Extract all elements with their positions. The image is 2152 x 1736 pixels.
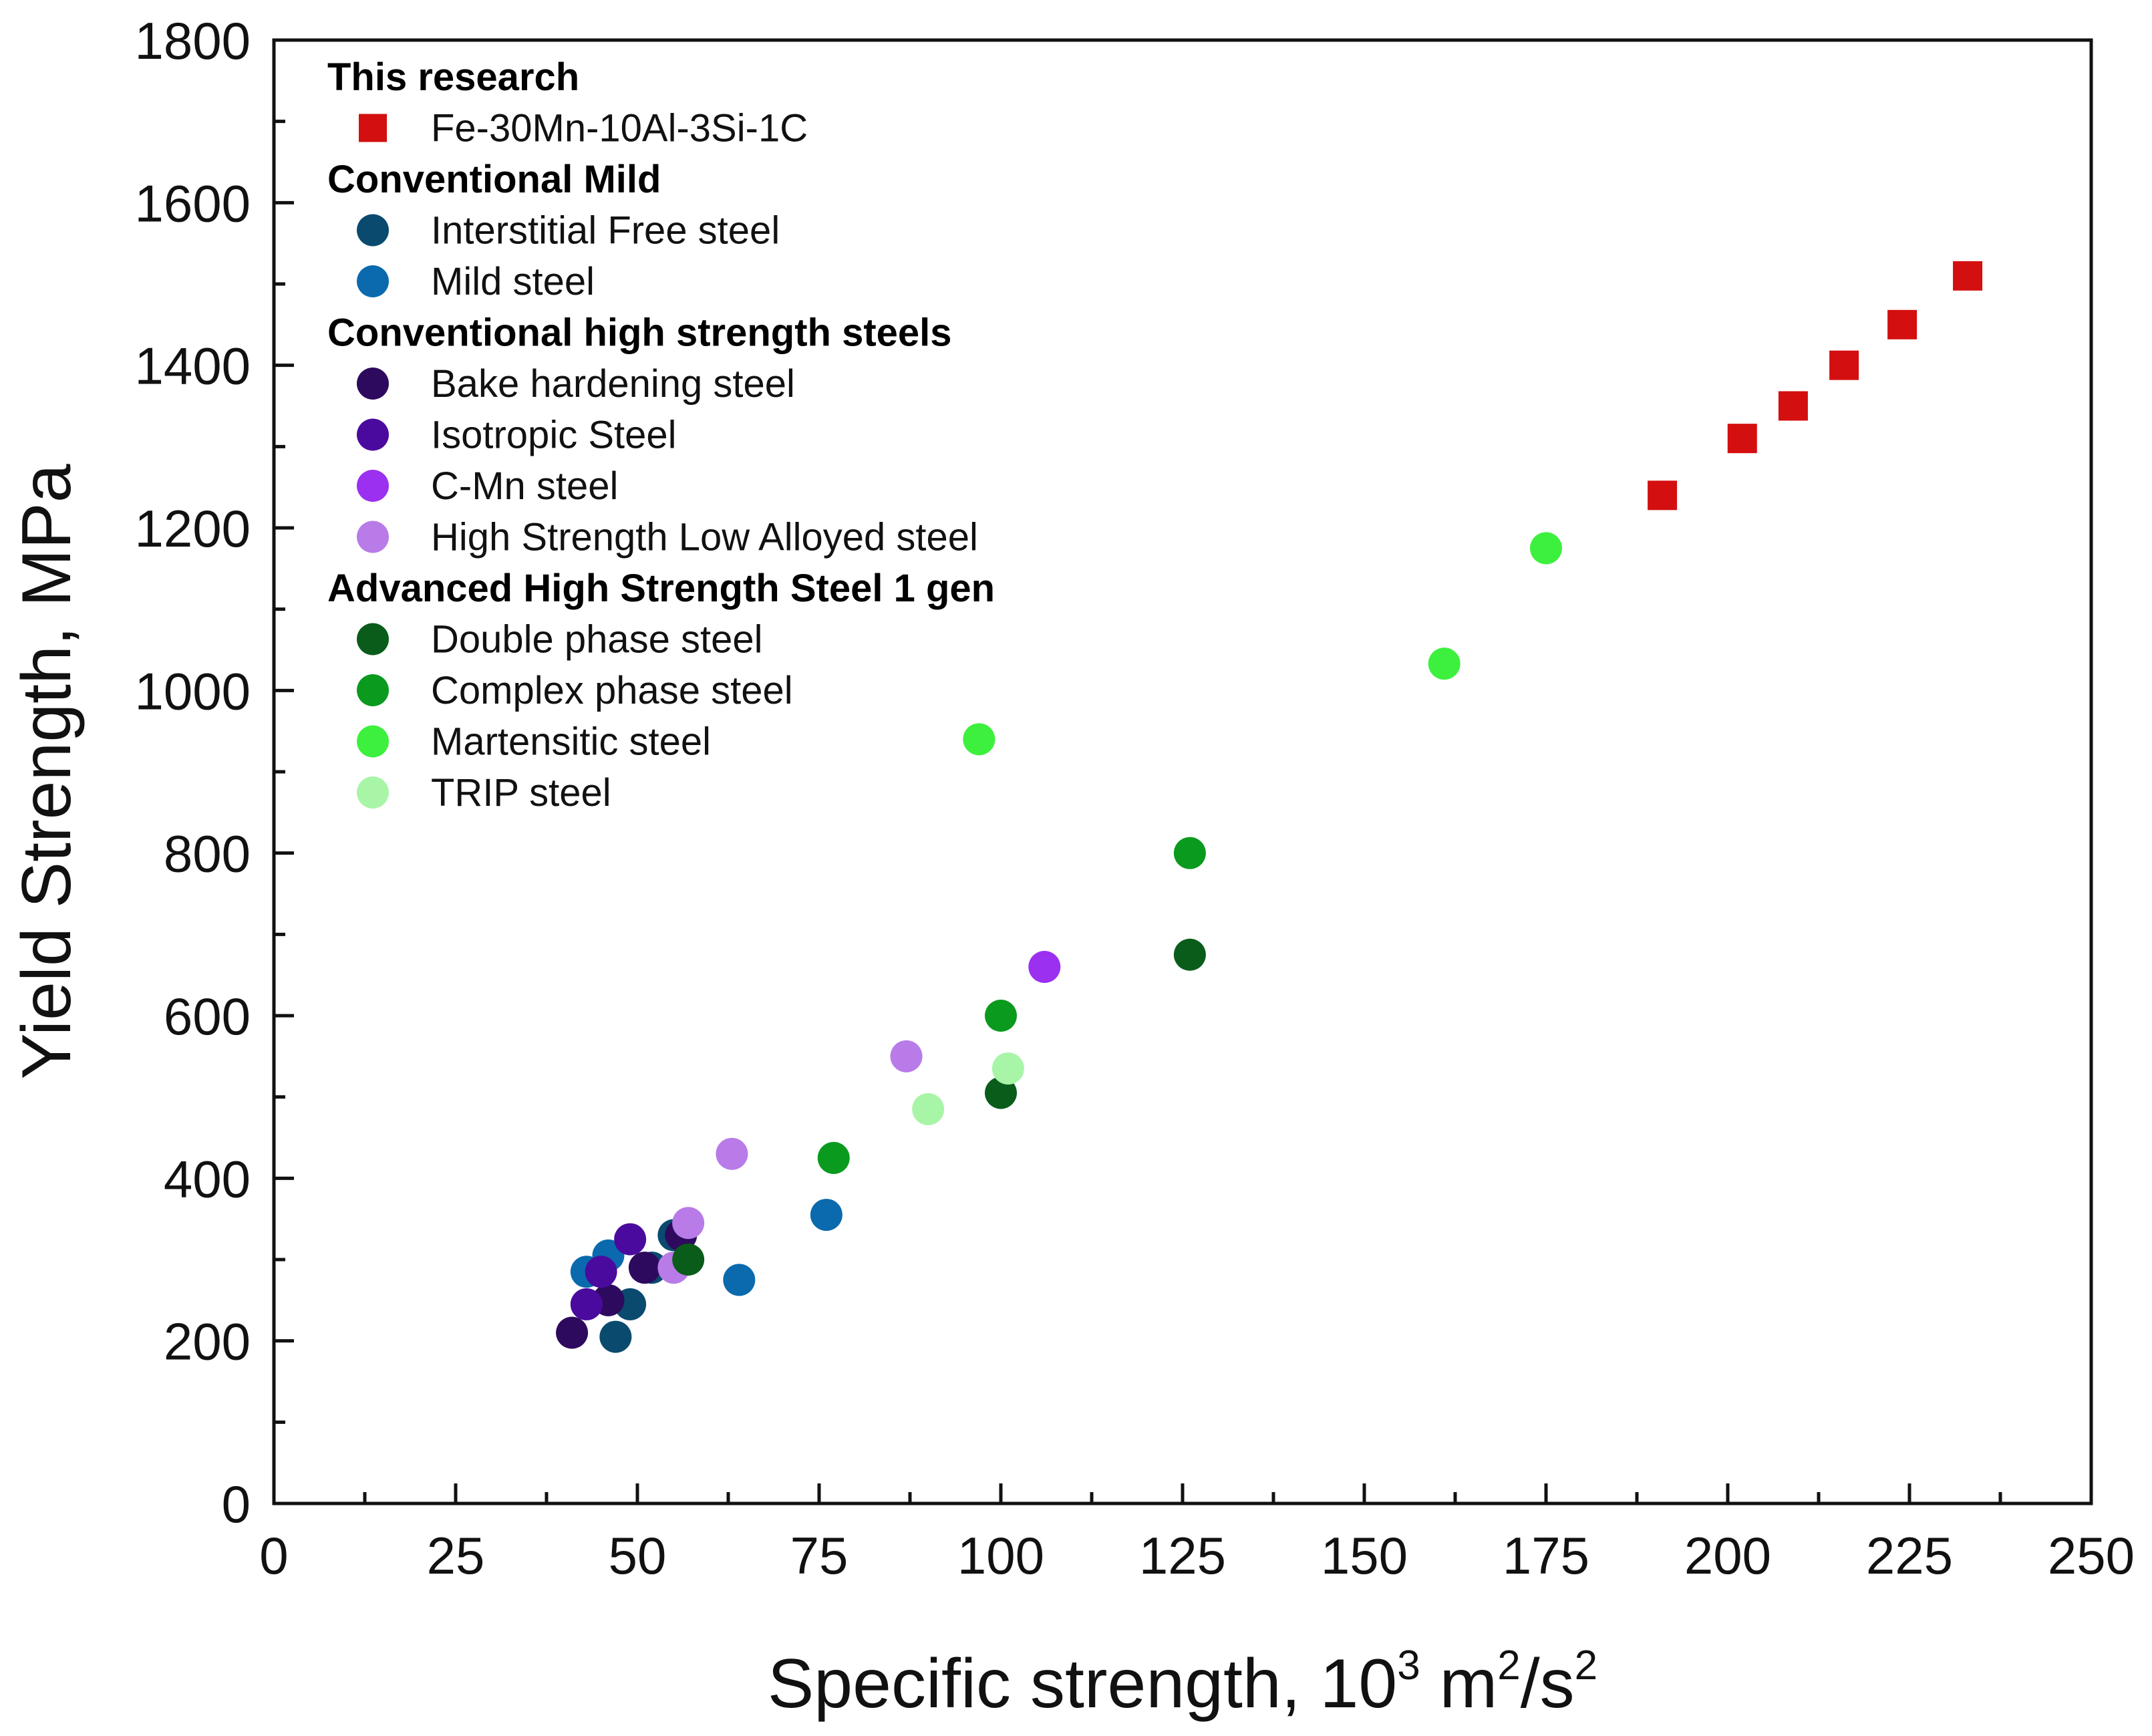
x-tick-label: 175 <box>1503 1526 1589 1585</box>
y-tick-label: 1400 <box>134 337 251 396</box>
legend-group-title: This research <box>327 55 579 99</box>
x-tick-label: 100 <box>957 1526 1044 1585</box>
data-points <box>556 261 1983 1353</box>
legend-marker <box>357 623 389 656</box>
legend-marker <box>357 521 389 553</box>
data-point <box>1530 532 1562 565</box>
legend-marker <box>357 418 389 451</box>
data-point <box>1428 647 1461 680</box>
data-point <box>585 1256 617 1288</box>
data-point <box>890 1040 923 1072</box>
x-tick-label: 200 <box>1684 1526 1771 1585</box>
data-point <box>672 1244 705 1276</box>
data-point <box>985 1076 1017 1109</box>
data-point <box>1173 938 1206 971</box>
legend-label: Martensitic steel <box>431 720 711 764</box>
legend-label: TRIP steel <box>431 771 611 815</box>
data-point <box>1028 951 1061 983</box>
data-point-square <box>1829 350 1859 380</box>
x-tick-label: 150 <box>1321 1526 1408 1585</box>
legend-marker <box>357 265 389 297</box>
y-tick-label: 800 <box>164 825 251 883</box>
y-tick-label: 0 <box>222 1475 251 1534</box>
legend-label: Mild steel <box>431 260 595 303</box>
legend-label: Double phase steel <box>431 618 763 662</box>
y-axis-title: Yield Strength, MPa <box>8 464 86 1079</box>
legend-label: Bake hardening steel <box>431 362 795 406</box>
x-tick-label: 125 <box>1139 1526 1226 1585</box>
data-point <box>723 1264 756 1296</box>
legend-marker <box>357 776 389 809</box>
data-point-square <box>1953 261 1983 291</box>
legend-marker <box>357 368 389 400</box>
x-tick-label: 225 <box>1866 1526 1953 1585</box>
legend-marker <box>357 674 389 706</box>
data-point <box>672 1207 705 1240</box>
legend-label: Complex phase steel <box>431 669 793 712</box>
legend-label: High Strength Low Alloyed steel <box>431 516 978 559</box>
x-tick-label: 25 <box>427 1526 485 1585</box>
data-point <box>628 1252 661 1284</box>
data-point <box>817 1141 850 1174</box>
legend-label: Isotropic Steel <box>431 414 677 457</box>
data-point <box>963 723 995 756</box>
y-tick-label: 1200 <box>134 499 251 558</box>
legend-marker <box>357 725 389 758</box>
data-point <box>716 1137 748 1170</box>
legend-group-title: Conventional high strength steels <box>327 311 952 355</box>
legend-label: C-Mn steel <box>431 464 618 508</box>
data-point <box>614 1223 647 1256</box>
axis-ticks: 0 25 50 75 100 125 150 175 200 225 250 0 200 400 600 80… <box>134 11 2135 1585</box>
legend-marker-square <box>359 114 387 142</box>
data-point <box>599 1320 632 1353</box>
y-tick-label: 400 <box>164 1149 251 1208</box>
y-tick-label: 1600 <box>134 174 251 233</box>
x-tick-label: 50 <box>609 1526 667 1585</box>
data-point <box>912 1093 945 1125</box>
legend-marker <box>357 214 389 247</box>
data-point-square <box>1727 424 1757 454</box>
y-tick-label: 1800 <box>134 11 251 70</box>
legend-group-title: Advanced High Strength Steel 1 gen <box>327 567 995 610</box>
data-point <box>556 1316 589 1349</box>
x-tick-label: 75 <box>790 1526 849 1585</box>
data-point <box>985 1000 1017 1032</box>
data-point <box>991 1052 1024 1085</box>
y-tick-label: 200 <box>164 1312 251 1371</box>
legend-label: Interstitial Free steel <box>431 209 780 253</box>
data-point-square <box>1648 480 1678 511</box>
legend-marker <box>357 470 389 502</box>
data-point <box>1173 837 1206 869</box>
data-point-square <box>1887 309 1917 339</box>
x-tick-label: 250 <box>2048 1526 2135 1585</box>
legend-label: Fe-30Mn-10Al-3Si-1C <box>431 107 808 150</box>
y-tick-label: 1000 <box>134 662 251 720</box>
x-axis-title: Specific strength, 103 m2/s2 <box>768 1642 1597 1723</box>
legend-group-title: Conventional Mild <box>327 158 661 201</box>
x-tick-label: 0 <box>259 1526 288 1585</box>
data-point <box>810 1199 842 1232</box>
data-point <box>570 1288 603 1320</box>
y-tick-label: 600 <box>164 987 251 1046</box>
data-point-square <box>1778 391 1808 421</box>
legend: This research Fe-30Mn-10Al-3Si-1C Conventi… <box>327 55 995 815</box>
